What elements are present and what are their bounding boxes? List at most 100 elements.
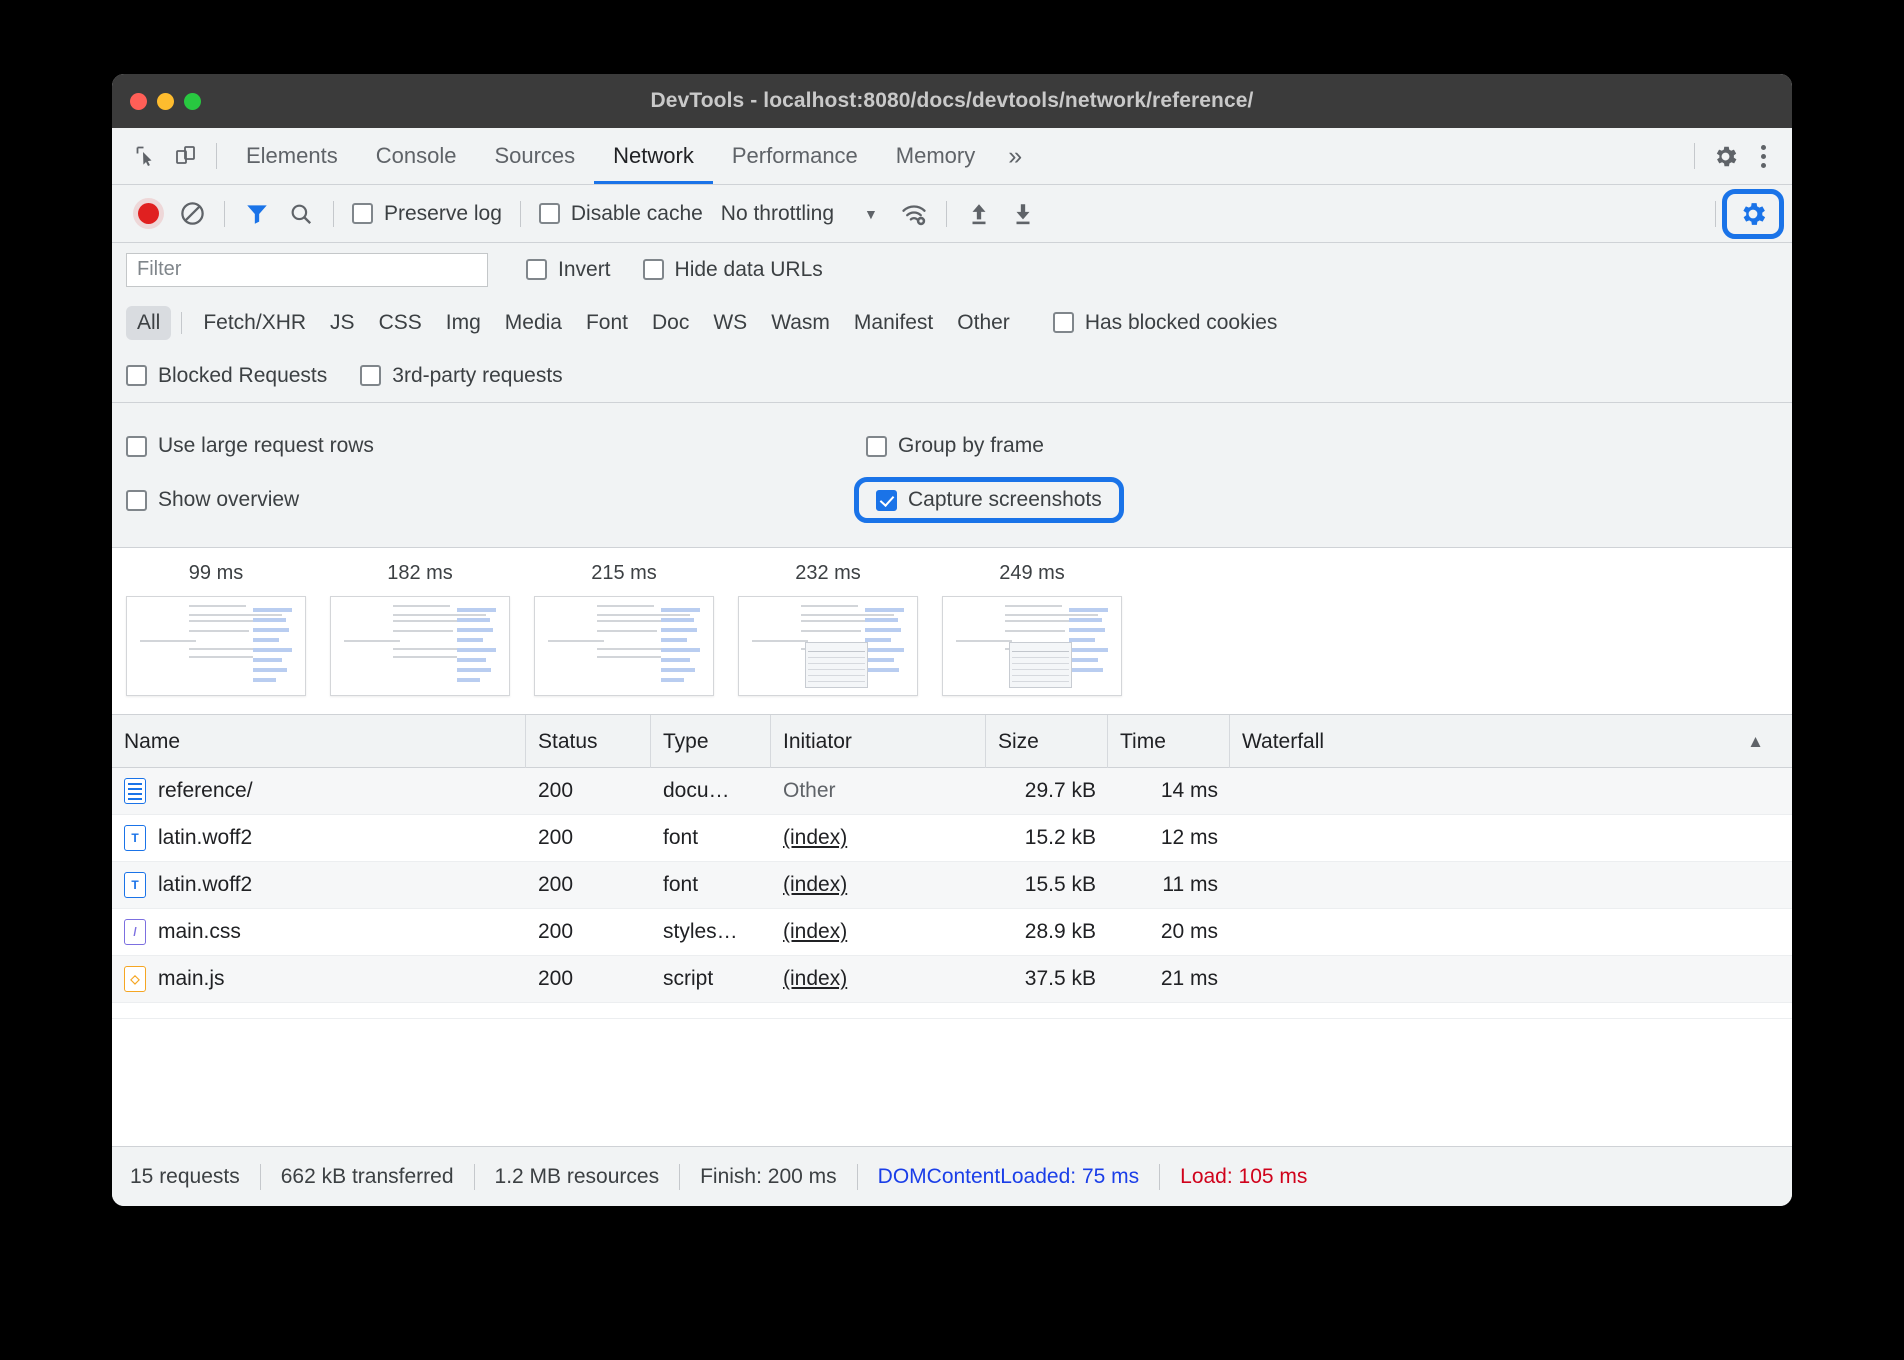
filmstrip-thumbnail[interactable]	[942, 596, 1122, 696]
filter-input[interactable]	[126, 252, 488, 287]
use-large-request-rows-checkbox[interactable]: Use large request rows	[126, 434, 866, 458]
filter-toggle-button[interactable]	[235, 192, 279, 236]
initiator-link[interactable]: (index)	[783, 967, 848, 990]
show-overview-box[interactable]	[126, 489, 147, 511]
wifi-settings-icon[interactable]	[892, 192, 936, 236]
tab-network[interactable]: Network	[594, 128, 713, 184]
table-row[interactable]: T latin.woff2 200 font (index) 15.2 kB 1…	[112, 815, 1792, 862]
third-party-requests-box[interactable]	[360, 365, 382, 386]
has-blocked-cookies-checkbox[interactable]: Has blocked cookies	[1052, 311, 1277, 335]
show-overview-checkbox[interactable]: Show overview	[126, 488, 866, 512]
hide-data-urls-checkbox[interactable]: Hide data URLs	[642, 258, 823, 282]
cell-initiator[interactable]: (index)	[771, 920, 986, 944]
chevron-down-icon[interactable]: ▼	[864, 205, 878, 222]
type-chip-fetch-xhr[interactable]: Fetch/XHR	[203, 310, 307, 334]
device-toolbar-icon[interactable]	[166, 136, 206, 176]
column-header-status[interactable]: Status	[526, 715, 651, 768]
type-chip-media[interactable]: Media	[504, 310, 562, 334]
cell-type: script	[663, 967, 714, 990]
blocked-requests-box[interactable]	[126, 365, 147, 386]
tab-sources[interactable]: Sources	[494, 143, 576, 168]
export-har-icon[interactable]	[1001, 192, 1045, 236]
group-by-frame-box[interactable]	[866, 435, 887, 457]
cell-name[interactable]: / main.css	[112, 919, 526, 945]
close-window-button[interactable]	[130, 92, 147, 110]
column-header-size[interactable]: Size	[986, 715, 1108, 768]
hide-data-urls-box[interactable]	[642, 259, 664, 280]
column-header-initiator[interactable]: Initiator	[771, 715, 986, 768]
cell-initiator[interactable]: (index)	[771, 873, 986, 897]
capture-screenshots-box[interactable]	[876, 489, 897, 511]
filmstrip-thumbnail[interactable]	[330, 596, 510, 696]
type-chip-doc[interactable]: Doc	[652, 310, 690, 334]
tab-memory[interactable]: Memory	[895, 143, 976, 168]
sort-ascending-icon[interactable]: ▲	[1747, 731, 1764, 751]
type-chip-all[interactable]: All	[126, 305, 172, 340]
filmstrip-thumbnail[interactable]	[738, 596, 918, 696]
tab-console[interactable]: Console	[375, 143, 457, 168]
cell-name[interactable]: T latin.woff2	[112, 825, 526, 851]
type-chip-js[interactable]: JS	[330, 310, 355, 334]
inspect-element-icon[interactable]	[126, 136, 166, 176]
network-settings-gear-icon[interactable]	[1722, 189, 1784, 239]
window-controls[interactable]	[130, 92, 201, 110]
invert-box[interactable]	[526, 259, 547, 280]
zoom-window-button[interactable]	[184, 92, 201, 110]
has-blocked-cookies-box[interactable]	[1052, 312, 1074, 333]
cell-initiator[interactable]: (index)	[771, 967, 986, 991]
type-chip-other[interactable]: Other	[957, 310, 1010, 334]
column-header-time[interactable]: Time	[1108, 715, 1230, 768]
type-chip-css[interactable]: CSS	[378, 310, 422, 334]
third-party-requests-checkbox[interactable]: 3rd-party requests	[360, 364, 563, 388]
use-large-request-rows-box[interactable]	[126, 435, 147, 457]
capture-screenshots-highlight[interactable]: Capture screenshots	[854, 477, 1124, 523]
type-chip-wasm[interactable]: Wasm	[771, 310, 830, 334]
record-button[interactable]	[126, 192, 170, 236]
clear-button[interactable]	[170, 192, 214, 236]
table-row[interactable]: / main.css 200 styles… (index) 28.9 kB 2…	[112, 909, 1792, 956]
type-chip-img[interactable]: Img	[445, 310, 481, 334]
minimize-window-button[interactable]	[157, 92, 174, 110]
screenshot-filmstrip: 99 ms	[112, 548, 1792, 715]
cell-initiator[interactable]: (index)	[771, 826, 986, 850]
disable-cache-box[interactable]	[538, 203, 560, 224]
preserve-log-box[interactable]	[352, 203, 373, 224]
table-row[interactable]: ◇ main.js 200 script (index) 37.5 kB 21 …	[112, 956, 1792, 1003]
type-chip-manifest[interactable]: Manifest	[853, 310, 934, 334]
type-chip-font[interactable]: Font	[585, 310, 628, 334]
cell-name[interactable]: T latin.woff2	[112, 872, 526, 898]
initiator-link[interactable]: (index)	[783, 920, 848, 943]
filmstrip-frame[interactable]: 182 ms	[330, 562, 510, 696]
filmstrip-frame[interactable]: 99 ms	[126, 562, 306, 696]
search-button[interactable]	[279, 192, 323, 236]
cell-name[interactable]: ◇ main.js	[112, 966, 526, 992]
filmstrip-frame[interactable]: 232 ms	[738, 562, 918, 696]
devtools-settings-gear-icon[interactable]	[1705, 136, 1745, 176]
filmstrip-frame[interactable]: 215 ms	[534, 562, 714, 696]
tab-performance[interactable]: Performance	[731, 143, 858, 168]
table-row[interactable]	[112, 1003, 1792, 1019]
filmstrip-thumbnail[interactable]	[534, 596, 714, 696]
disable-cache-checkbox[interactable]: Disable cache	[538, 202, 703, 226]
capture-screenshots-checkbox[interactable]: Capture screenshots	[876, 488, 1102, 512]
preserve-log-checkbox[interactable]: Preserve log	[352, 202, 502, 226]
table-row[interactable]: reference/ 200 docu… Other 29.7 kB 14 ms	[112, 768, 1792, 815]
tab-elements[interactable]: Elements	[246, 143, 338, 168]
table-row[interactable]: T latin.woff2 200 font (index) 15.5 kB 1…	[112, 862, 1792, 909]
initiator-link[interactable]: (index)	[783, 826, 848, 849]
filmstrip-thumbnail[interactable]	[126, 596, 306, 696]
initiator-link[interactable]: (index)	[783, 873, 848, 896]
more-tabs-chevron-icon[interactable]: »	[1008, 141, 1023, 170]
blocked-requests-checkbox[interactable]: Blocked Requests	[126, 364, 327, 388]
import-har-icon[interactable]	[957, 192, 1001, 236]
column-header-name[interactable]: Name	[112, 715, 526, 768]
group-by-frame-checkbox[interactable]: Group by frame	[866, 434, 1044, 458]
invert-checkbox[interactable]: Invert	[526, 258, 611, 282]
filmstrip-frame[interactable]: 249 ms	[942, 562, 1122, 696]
cell-name[interactable]: reference/	[112, 778, 526, 804]
column-header-type[interactable]: Type	[651, 715, 771, 768]
type-chip-ws[interactable]: WS	[713, 310, 748, 334]
kebab-menu-icon[interactable]	[1745, 144, 1782, 168]
throttling-select[interactable]: No throttling	[720, 201, 835, 225]
column-header-waterfall[interactable]: Waterfall ▲	[1230, 715, 1792, 768]
